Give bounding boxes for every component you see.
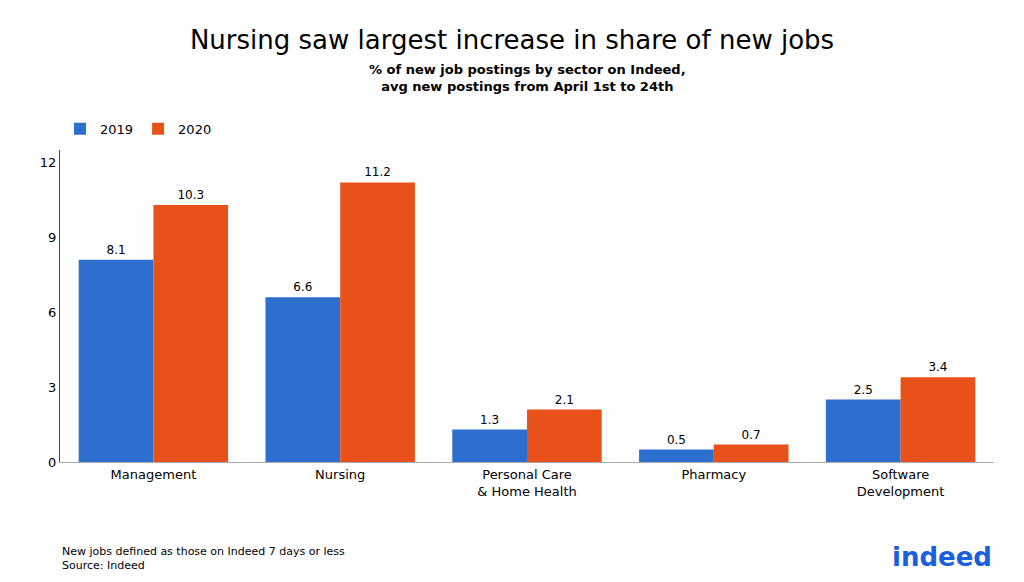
svg-text:3: 3 — [48, 380, 56, 395]
svg-text:9: 9 — [48, 230, 56, 245]
svg-text:10.3: 10.3 — [177, 188, 204, 202]
svg-text:Pharmacy: Pharmacy — [681, 467, 746, 482]
svg-text:6.6: 6.6 — [293, 280, 312, 294]
svg-text:SoftwareDevelopment: SoftwareDevelopment — [857, 467, 945, 499]
svg-text:Management: Management — [111, 467, 197, 482]
svg-text:Nursing saw largest increase i: Nursing saw largest increase in share of… — [190, 25, 834, 55]
svg-text:12: 12 — [40, 155, 57, 170]
svg-text:8.1: 8.1 — [106, 243, 125, 257]
svg-text:2020: 2020 — [178, 122, 211, 137]
svg-text:2019: 2019 — [100, 122, 133, 137]
svg-text:New jobs defined as those on I: New jobs defined as those on Indeed 7 da… — [62, 545, 345, 572]
svg-text:1.3: 1.3 — [480, 413, 499, 427]
svg-text:2.1: 2.1 — [555, 393, 574, 407]
svg-text:6: 6 — [48, 305, 56, 320]
svg-text:indeed: indeed — [892, 542, 992, 572]
svg-text:0.5: 0.5 — [667, 433, 686, 447]
svg-text:3.4: 3.4 — [928, 360, 947, 374]
svg-text:0: 0 — [48, 455, 56, 470]
svg-text:Nursing: Nursing — [315, 467, 365, 482]
svg-text:11.2: 11.2 — [364, 165, 391, 179]
svg-text:0.7: 0.7 — [742, 428, 761, 442]
svg-text:% of new job postings by secto: % of new job postings by sector on Indee… — [369, 62, 686, 94]
svg-text:2.5: 2.5 — [854, 383, 873, 397]
svg-text:Personal Care& Home Health: Personal Care& Home Health — [477, 467, 576, 499]
